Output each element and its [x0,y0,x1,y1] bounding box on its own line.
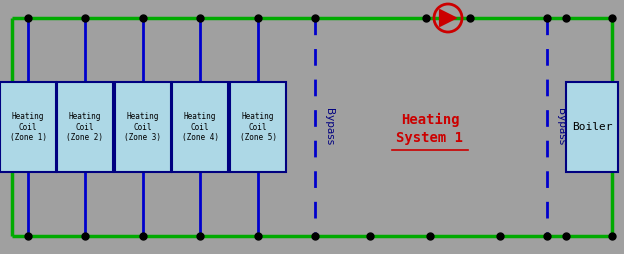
Text: Heating: Heating [401,113,459,127]
Text: System 1: System 1 [396,131,464,145]
Text: Heating
Coil
(Zone 2): Heating Coil (Zone 2) [67,112,104,142]
Text: Heating
Coil
(Zone 5): Heating Coil (Zone 5) [240,112,276,142]
FancyBboxPatch shape [57,82,113,172]
Text: Boiler: Boiler [572,122,612,132]
Text: Bypass: Bypass [556,108,566,146]
Text: Bypass: Bypass [324,108,334,146]
Text: Heating
Coil
(Zone 4): Heating Coil (Zone 4) [182,112,218,142]
Text: Heating
Coil
(Zone 3): Heating Coil (Zone 3) [125,112,162,142]
FancyBboxPatch shape [172,82,228,172]
FancyBboxPatch shape [0,82,56,172]
FancyBboxPatch shape [566,82,618,172]
FancyBboxPatch shape [230,82,286,172]
Polygon shape [439,10,456,26]
Text: Heating
Coil
(Zone 1): Heating Coil (Zone 1) [9,112,47,142]
FancyBboxPatch shape [115,82,171,172]
